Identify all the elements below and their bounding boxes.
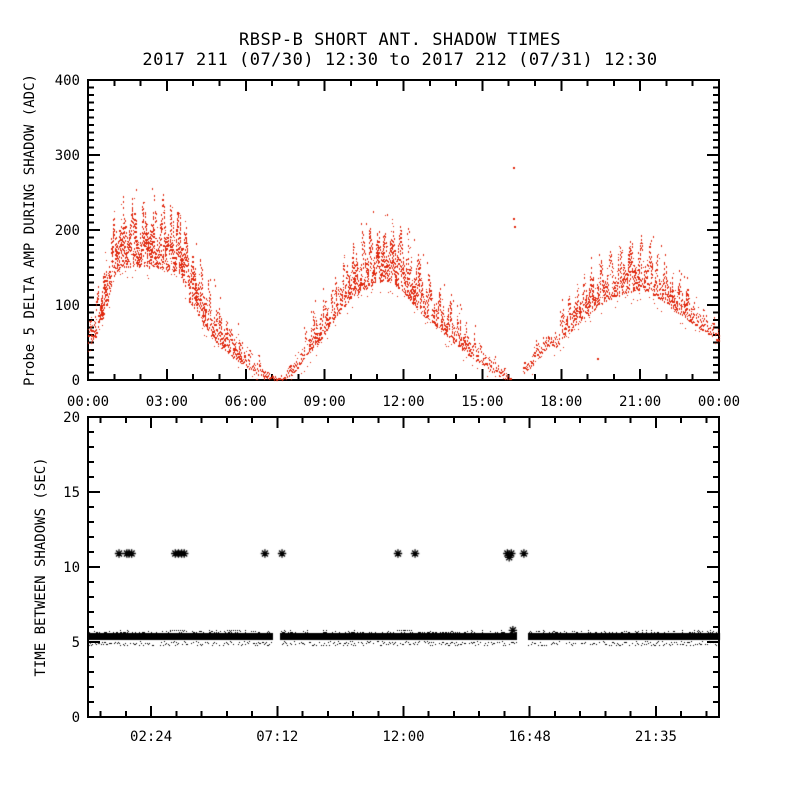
plot-figure: RBSP-B SHORT ANT. SHADOW TIMES 2017 211 … (0, 0, 800, 800)
scatter-data-layer (0, 0, 800, 800)
